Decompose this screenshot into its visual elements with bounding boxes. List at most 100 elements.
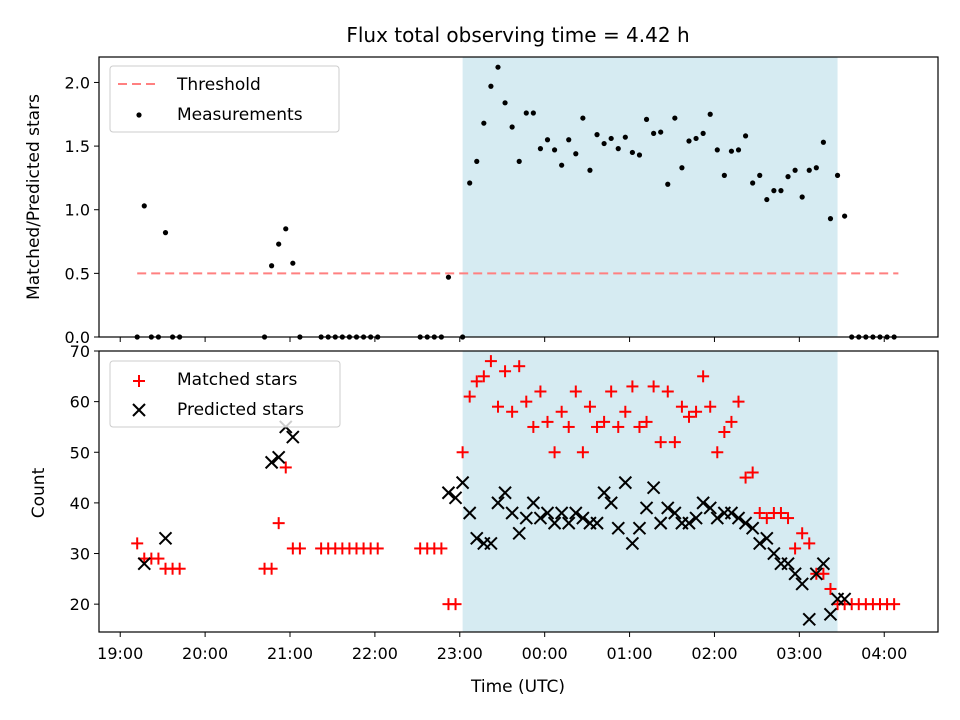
predicted-point [781,556,795,571]
measurement-point [573,151,579,157]
predicted-point [639,501,654,515]
matched-point [690,405,703,418]
predicted-point [661,501,675,515]
predicted-point [271,450,286,465]
matched-point [732,395,745,408]
predicted-point [533,511,548,525]
predicted-point [823,607,838,621]
predicted-point [498,486,512,500]
predicted-point [788,567,802,581]
measurement-point [679,165,685,171]
measurement-point [594,132,600,138]
measurement-point [474,158,480,164]
predicted-point [696,496,710,510]
matched-point [598,415,611,428]
x-tick-label: 22:00 [352,644,398,663]
matched-point [774,507,787,520]
predicted-point [689,511,703,525]
matched-point [654,436,667,449]
matched-point [527,420,540,433]
measurement-point [757,172,763,178]
y-tick-label: 70 [70,342,90,361]
matched-point [555,405,568,418]
measurement-point [587,167,593,173]
predicted-point [540,506,555,520]
predicted-point [760,531,774,546]
predicted-point [611,521,625,535]
matched-point [796,527,809,540]
measurement-point [658,129,664,135]
matched-point [661,385,674,398]
measurement-point [502,100,508,106]
predicted-point [767,546,781,561]
matched-point [371,542,384,555]
predicted-point [441,486,456,500]
matched-point [470,375,483,388]
bottom-legend: Matched stars Predicted stars [109,360,341,428]
matched-point [682,410,695,423]
bottom-axes: 20 30 40 50 60 70 19:00 20:00 21:00 22:00 23:00 00:… [70,342,939,663]
measurement-point [693,135,699,142]
predicted-point [597,486,611,500]
predicted-point [646,480,661,495]
x-tick-label: 04:00 [861,644,907,663]
x-axis-label: Time (UTC) [470,677,565,697]
predicted-point [710,511,724,525]
predicted-point [753,536,767,551]
matched-point [824,582,837,595]
predicted-point [264,455,279,470]
x-tick-label: 00:00 [522,644,568,663]
measurement-point [651,130,657,136]
top-legend: Threshold Measurements [109,65,340,133]
matched-point [605,385,618,398]
measurement-point [608,135,614,142]
predicted-point [576,511,590,525]
measurement-point [551,147,558,153]
predicted-point [526,496,541,510]
top-legend-box [109,65,340,133]
predicted-point [569,506,583,520]
measurement-point [842,213,848,219]
measurement-point [750,180,756,186]
x-tick-label: 19:00 [97,644,143,663]
predicted-point [491,496,505,510]
y-tick-label: 20 [70,595,90,614]
y-tick-label: 1.5 [65,137,90,156]
matched-point [789,542,802,555]
matched-point [725,415,738,428]
predicted-point [455,475,470,490]
x-tick-label: 03:00 [776,644,822,663]
matched-point [491,400,504,413]
y-tick-label: 50 [70,443,90,462]
measurement-point [559,162,565,168]
measurement-point [622,134,628,140]
measurement-point [714,147,720,153]
matched-point [513,360,526,373]
legend-threshold-label: Threshold [176,75,261,95]
predicted-point [731,511,746,525]
y-tick-label: 2.0 [65,73,90,92]
measurement-point [665,181,671,187]
matched-point [293,542,306,555]
bottom-y-axis-label: Count [29,467,49,518]
matched-point [569,385,582,398]
measurement-point [799,194,805,200]
matched-point [633,420,646,433]
y-tick-label: 0.0 [65,328,90,347]
matched-point [668,436,681,449]
top-axes-frame [98,56,939,338]
matched-point [152,552,165,565]
matched-point [548,446,561,459]
matched-point [463,390,476,403]
measurement-point [141,203,147,209]
matched-point [711,446,724,459]
matched-point [477,370,490,383]
measurement-point [580,115,586,121]
legend-matched-label: Matched stars [177,370,297,390]
matched-point [576,446,589,459]
measurement-point [636,152,643,158]
top-y-axis-label: Matched/Predicted stars [24,94,44,300]
legend-measurements-swatch [136,112,142,118]
matched-point [435,542,448,555]
